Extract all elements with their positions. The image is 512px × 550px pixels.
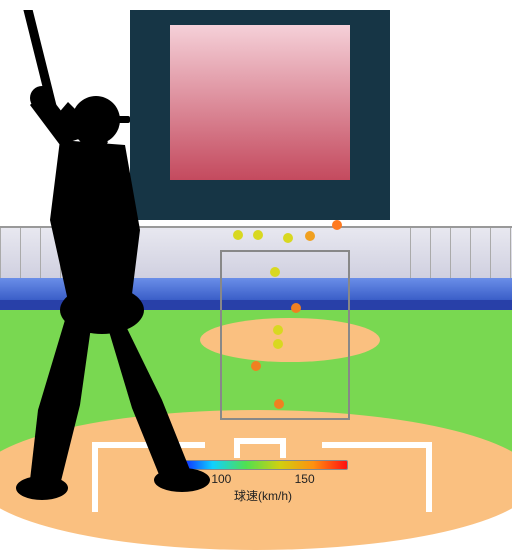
pitch-location-chart: . 100 . 150 . 球速(km/h) — [0, 0, 512, 512]
pitch-marker — [291, 303, 301, 313]
home-plate-line — [280, 438, 286, 458]
pitch-marker — [251, 361, 261, 371]
legend-tick: 150 — [295, 472, 315, 486]
batter-silhouette — [0, 10, 250, 510]
pitch-marker — [332, 220, 342, 230]
batter-box-line — [426, 442, 432, 512]
pitch-marker — [273, 339, 283, 349]
pitch-marker — [270, 267, 280, 277]
pitch-marker — [283, 233, 293, 243]
batter-box-line — [322, 442, 432, 448]
pitch-marker — [274, 399, 284, 409]
pitch-marker — [305, 231, 315, 241]
pitch-marker — [273, 325, 283, 335]
pitch-marker — [253, 230, 263, 240]
